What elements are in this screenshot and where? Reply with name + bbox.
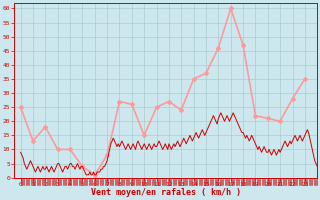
X-axis label: Vent moyen/en rafales ( km/h ): Vent moyen/en rafales ( km/h ) [91, 188, 241, 197]
